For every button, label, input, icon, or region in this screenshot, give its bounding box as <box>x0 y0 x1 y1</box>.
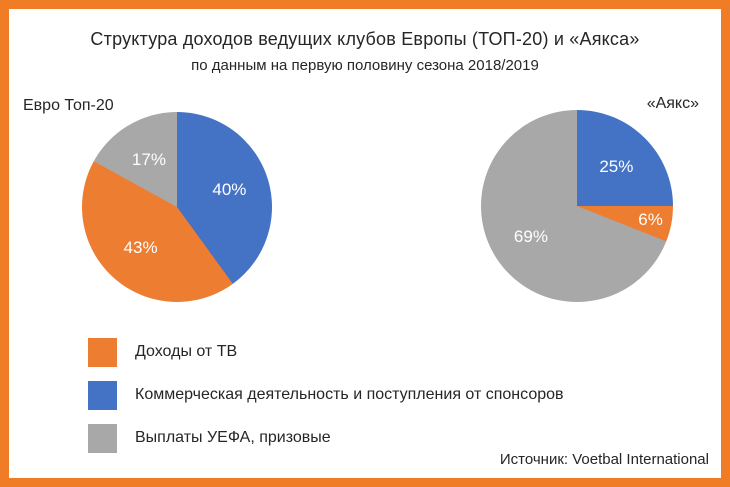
legend-label-tv: Доходы от ТВ <box>135 343 238 360</box>
legend-item-uefa: Выплаты УЕФА, призовые <box>88 423 564 453</box>
legend-swatch-tv <box>88 337 117 367</box>
pie-left-title: Евро Топ-20 <box>23 97 114 114</box>
pie-slice-label: 43% <box>123 238 158 258</box>
pie-slice-label: 17% <box>131 149 166 169</box>
pie-slice-label: 69% <box>513 227 548 247</box>
legend-item-commercial: Коммерческая деятельность и поступления … <box>88 380 564 410</box>
chart-subtitle: по данным на первую половину сезона 2018… <box>191 57 539 74</box>
pie-right-title: «Аякс» <box>646 95 699 112</box>
source-credit: Источник: Voetbal International <box>499 451 709 468</box>
pie-chart-euro-top20: 40% 43% 17% <box>82 112 272 302</box>
pie-slice-label: 25% <box>599 156 634 176</box>
legend: Доходы от ТВ Коммерческая деятельность и… <box>88 337 564 466</box>
pie-slice-label: 6% <box>638 210 663 230</box>
legend-item-tv: Доходы от ТВ <box>88 337 564 367</box>
pie-slice-label: 40% <box>212 179 247 199</box>
legend-swatch-uefa <box>88 423 117 453</box>
chart-title: Структура доходов ведущих клубов Европы … <box>90 29 640 49</box>
legend-label-uefa: Выплаты УЕФА, призовые <box>135 429 331 446</box>
chart-card: Структура доходов ведущих клубов Европы … <box>9 9 721 478</box>
legend-swatch-commercial <box>88 380 117 410</box>
legend-label-commercial: Коммерческая деятельность и поступления … <box>135 386 564 403</box>
pie-chart-ajax: 25% 6% 69% <box>481 110 673 302</box>
